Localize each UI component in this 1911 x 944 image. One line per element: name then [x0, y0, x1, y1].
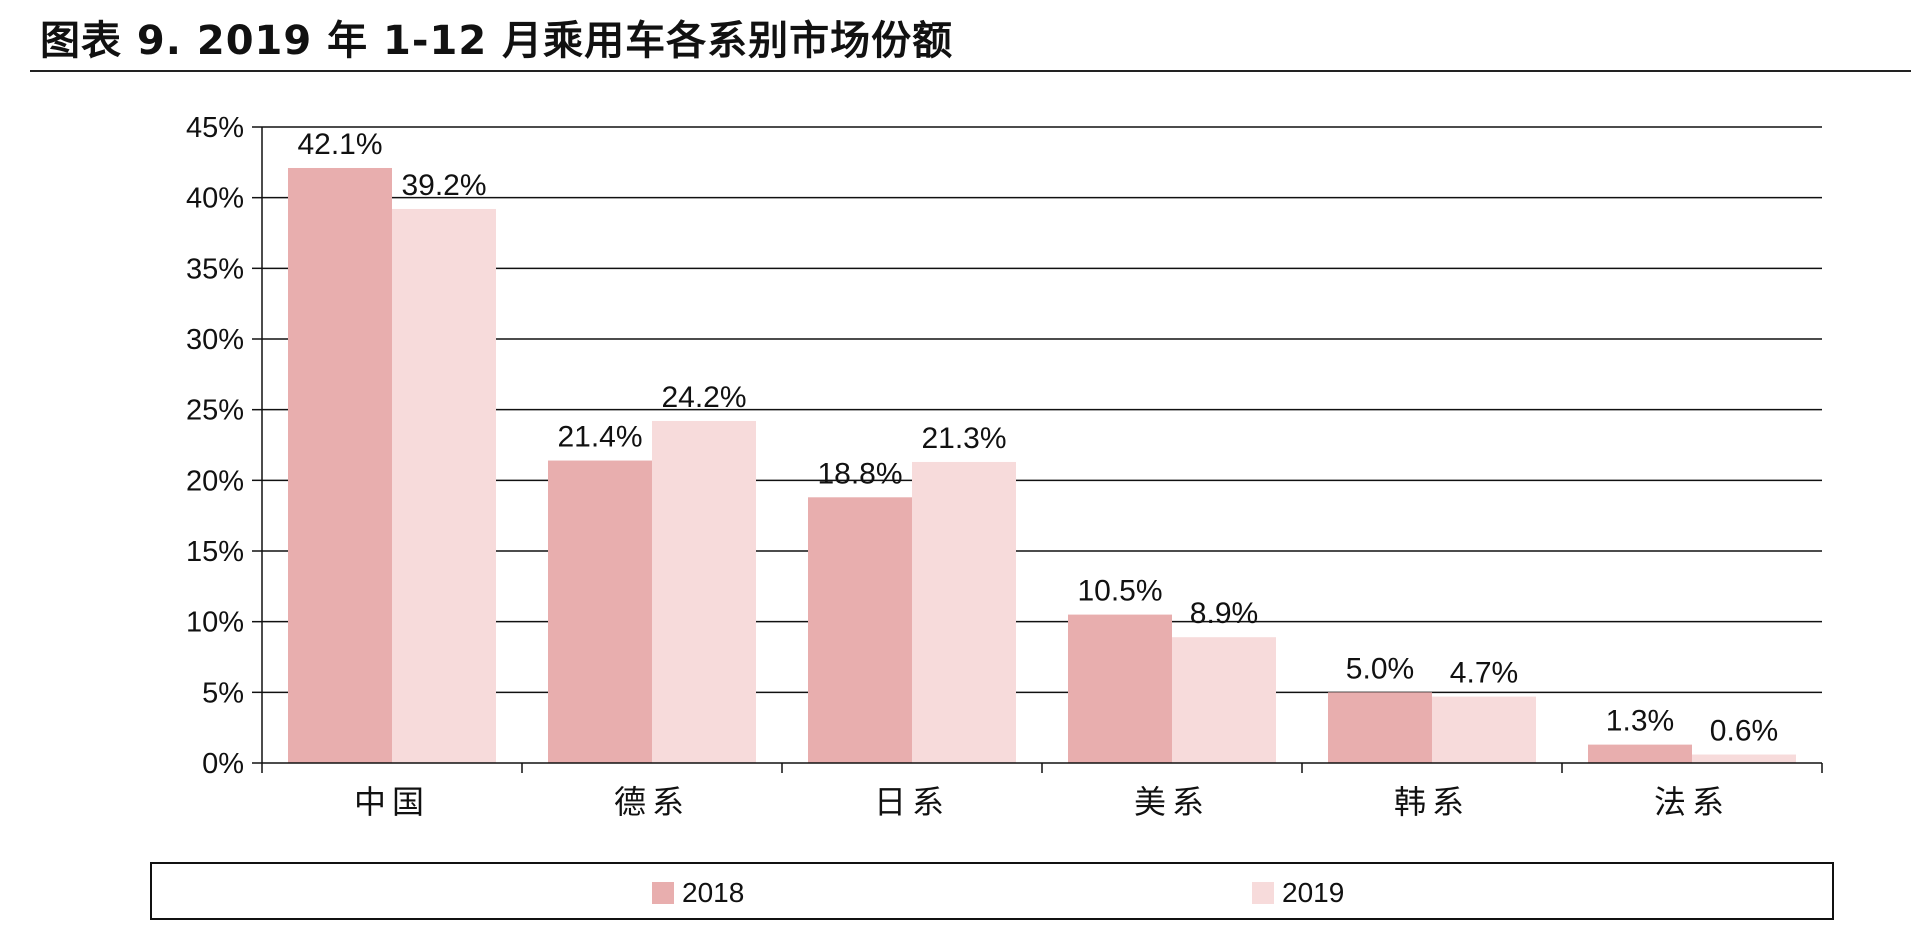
- title-divider: [30, 70, 1911, 72]
- data-label: 0.6%: [1710, 715, 1778, 748]
- bars: [288, 167, 1796, 763]
- x-category-label: 德系: [614, 783, 690, 821]
- y-tick-label: 5%: [202, 677, 244, 709]
- y-tick-label: 40%: [186, 183, 244, 215]
- axes: 0% 5% 10% 15% 20% 25% 30% 35% 40% 45% 中国 德系 日系 美系 韩系 法系: [186, 112, 1823, 821]
- y-tick-label: 10%: [186, 607, 244, 639]
- data-label: 10.5%: [1077, 575, 1162, 608]
- y-tick-label: 45%: [186, 112, 244, 144]
- y-tick-label: 20%: [186, 465, 244, 497]
- data-label: 24.2%: [661, 381, 746, 414]
- x-category-label: 日系: [874, 783, 950, 821]
- data-labels: 42.1% 39.2% 21.4% 24.2% 18.8% 21.3% 10.5% 8.9% 5…: [297, 128, 1778, 748]
- bar-2018: [808, 497, 912, 763]
- x-category-label: 韩系: [1394, 783, 1470, 821]
- legend-swatch-2019: [1252, 882, 1274, 904]
- bar-2018: [548, 460, 652, 763]
- legend-label-2019: 2019: [1282, 877, 1345, 908]
- y-tick-label: 35%: [186, 253, 244, 285]
- bar-2018: [1588, 744, 1692, 763]
- bar-chart: 0% 5% 10% 15% 20% 25% 30% 35% 40% 45% 中国 德系 日系 美系 韩系 法系…: [186, 112, 1823, 821]
- x-category-label: 法系: [1654, 783, 1730, 821]
- bar-2019: [1432, 696, 1536, 763]
- data-label: 39.2%: [401, 169, 486, 202]
- bar-2018: [288, 167, 392, 763]
- bar-2019: [652, 420, 756, 763]
- data-label: 1.3%: [1606, 705, 1674, 738]
- x-category-label: 美系: [1134, 783, 1210, 821]
- data-label: 18.8%: [817, 457, 902, 490]
- y-tick-label: 0%: [202, 748, 244, 780]
- bar-2018: [1328, 692, 1432, 763]
- x-category-label: 中国: [354, 783, 430, 821]
- legend-label-2018: 2018: [682, 877, 745, 908]
- bar-2019: [392, 208, 496, 763]
- legend-item-2019: 2019: [1252, 877, 1344, 909]
- y-tick-label: 15%: [186, 536, 244, 568]
- data-label: 42.1%: [297, 128, 382, 161]
- chart-title: 图表 9. 2019 年 1-12 月乘用车各系别市场份额: [40, 18, 954, 64]
- data-label: 21.4%: [557, 421, 642, 454]
- data-label: 8.9%: [1190, 597, 1258, 630]
- data-label: 21.3%: [921, 422, 1006, 455]
- y-tick-label: 30%: [186, 324, 244, 356]
- legend-swatch-2018: [652, 882, 674, 904]
- legend: 2018 2019: [150, 862, 1834, 920]
- legend-item-2018: 2018: [652, 877, 744, 909]
- gridlines: [262, 126, 1822, 694]
- bar-2019: [1692, 754, 1796, 763]
- data-label: 5.0%: [1346, 652, 1414, 685]
- bar-2019: [1172, 637, 1276, 763]
- bar-2019: [912, 461, 1016, 763]
- data-label: 4.7%: [1450, 657, 1518, 690]
- y-tick-label: 25%: [186, 395, 244, 427]
- bar-2018: [1068, 614, 1172, 763]
